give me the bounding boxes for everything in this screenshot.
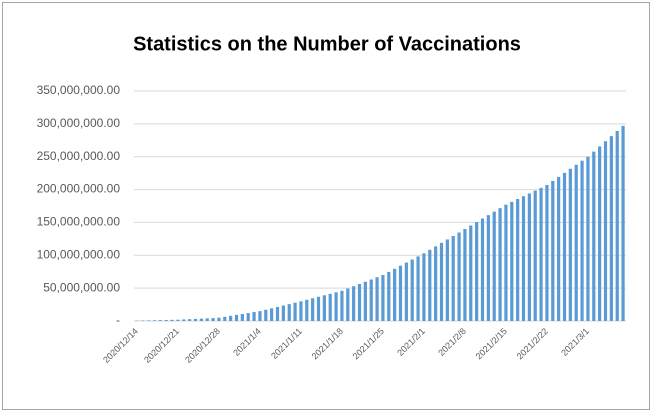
bar xyxy=(516,199,520,321)
y-tick-label: 50,000,000.00 xyxy=(43,280,120,294)
bar xyxy=(434,246,438,321)
bar xyxy=(457,232,461,321)
bar xyxy=(188,319,192,321)
bar xyxy=(504,204,508,321)
bar xyxy=(551,180,555,321)
bar xyxy=(193,318,198,321)
bar xyxy=(574,164,578,321)
bar xyxy=(311,298,315,321)
y-tick-label: - xyxy=(116,313,120,327)
bar xyxy=(270,308,274,321)
bar xyxy=(334,292,338,321)
bar xyxy=(328,293,332,321)
bar xyxy=(223,316,227,321)
y-tick-label: 250,000,000.00 xyxy=(37,149,121,163)
bar xyxy=(398,265,403,321)
bar xyxy=(533,190,537,321)
y-tick-label: 350,000,000.00 xyxy=(37,83,121,97)
bar xyxy=(158,320,162,321)
bar xyxy=(305,299,309,321)
bar xyxy=(568,168,572,321)
bar xyxy=(293,302,297,321)
bar xyxy=(275,306,280,321)
bar xyxy=(521,196,526,321)
bar xyxy=(428,249,432,321)
bar xyxy=(598,146,602,321)
bar xyxy=(387,271,391,321)
bar xyxy=(451,235,455,321)
bar xyxy=(615,130,619,321)
bar xyxy=(393,268,397,321)
bar xyxy=(316,296,321,321)
bar xyxy=(410,259,414,321)
y-tick-label: 100,000,000.00 xyxy=(37,247,121,261)
bar xyxy=(422,253,426,321)
bar xyxy=(258,311,262,321)
y-tick-label: 300,000,000.00 xyxy=(37,116,121,130)
bar xyxy=(164,320,168,321)
bar xyxy=(252,312,256,321)
bar xyxy=(527,193,531,321)
bar xyxy=(234,314,239,321)
y-tick-label: 200,000,000.00 xyxy=(37,182,121,196)
bar xyxy=(369,279,373,321)
bar xyxy=(287,304,291,321)
bar xyxy=(147,320,151,321)
bar xyxy=(381,275,385,321)
y-tick-label: 150,000,000.00 xyxy=(37,215,121,229)
bar xyxy=(346,288,350,321)
bar xyxy=(217,317,221,321)
bar xyxy=(176,319,180,321)
bar xyxy=(492,211,496,321)
bar xyxy=(539,187,543,321)
bar xyxy=(439,242,444,321)
bar xyxy=(486,215,490,321)
bar xyxy=(264,309,268,321)
bar xyxy=(281,305,285,321)
chart-title: Statistics on the Number of Vaccinations xyxy=(133,33,521,55)
bar xyxy=(240,313,244,321)
bar xyxy=(603,141,608,321)
bar xyxy=(586,156,590,321)
bar xyxy=(182,319,186,321)
bar xyxy=(545,184,549,321)
bar xyxy=(416,256,420,321)
bar xyxy=(229,315,233,321)
bar xyxy=(592,151,596,321)
bar xyxy=(375,277,379,321)
bar xyxy=(475,222,479,321)
bar xyxy=(404,262,408,321)
bar xyxy=(557,176,561,321)
bar xyxy=(621,125,625,321)
bar xyxy=(246,313,250,321)
bar xyxy=(609,136,613,321)
bar xyxy=(498,208,502,321)
bar xyxy=(363,281,367,321)
bar xyxy=(299,301,303,321)
bar xyxy=(205,318,209,321)
bar xyxy=(510,201,514,321)
bar xyxy=(357,284,362,321)
bar xyxy=(170,319,174,321)
bar xyxy=(152,320,157,321)
bar xyxy=(480,218,485,321)
bar xyxy=(340,290,344,321)
bar xyxy=(469,225,473,321)
bar xyxy=(445,239,449,321)
bar xyxy=(463,229,467,321)
bar xyxy=(580,160,584,321)
bar xyxy=(199,318,203,321)
bar xyxy=(322,295,326,321)
bar xyxy=(562,172,567,321)
bar xyxy=(211,318,215,321)
bar xyxy=(352,286,356,321)
